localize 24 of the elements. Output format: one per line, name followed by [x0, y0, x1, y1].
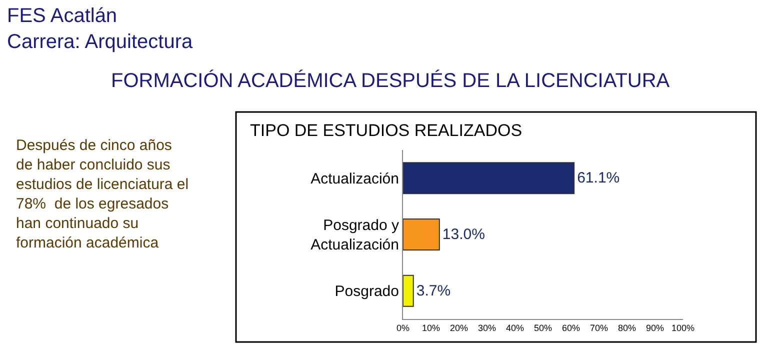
y-tick-label: Posgrado	[334, 283, 399, 300]
y-tick-label: Posgrado y Actualización	[310, 217, 400, 254]
x-tick-label: 70%	[590, 322, 608, 333]
x-tick-label: 20%	[450, 322, 468, 333]
x-tick-label: 90%	[646, 322, 664, 333]
bar	[403, 274, 414, 307]
x-tick-label: 60%	[562, 322, 580, 333]
x-tick-label: 100%	[671, 322, 695, 333]
text: FES Acatlán Carrera: Arquitectura	[7, 5, 194, 53]
chart-subtitle: FORMACIÓN ACADÉMICA DESPUÉS DE LA LICENCIATURA	[111, 69, 670, 92]
x-tick-label: 40%	[506, 322, 524, 333]
y-tick-label: Actualización	[310, 170, 399, 188]
x-tick-label: 30%	[478, 322, 496, 333]
data-label: 13.0%	[442, 226, 485, 243]
x-tick-label: 10%	[422, 322, 440, 333]
bar	[403, 162, 575, 194]
x-tick-label: 80%	[618, 322, 636, 333]
text: Después de cinco años de haber concluido sus estudios de licenciatura el 78% de los egresados han continuado su formación académica	[16, 137, 189, 252]
data-label: 61.1%	[577, 170, 620, 187]
x-tick-label: 0%	[396, 322, 410, 333]
x-tick-label: 50%	[534, 322, 552, 333]
x-axis-title: TIPO DE ESTUDIOS REALIZADOS	[250, 121, 522, 140]
bar	[403, 218, 440, 250]
data-label: 3.7%	[416, 282, 451, 300]
